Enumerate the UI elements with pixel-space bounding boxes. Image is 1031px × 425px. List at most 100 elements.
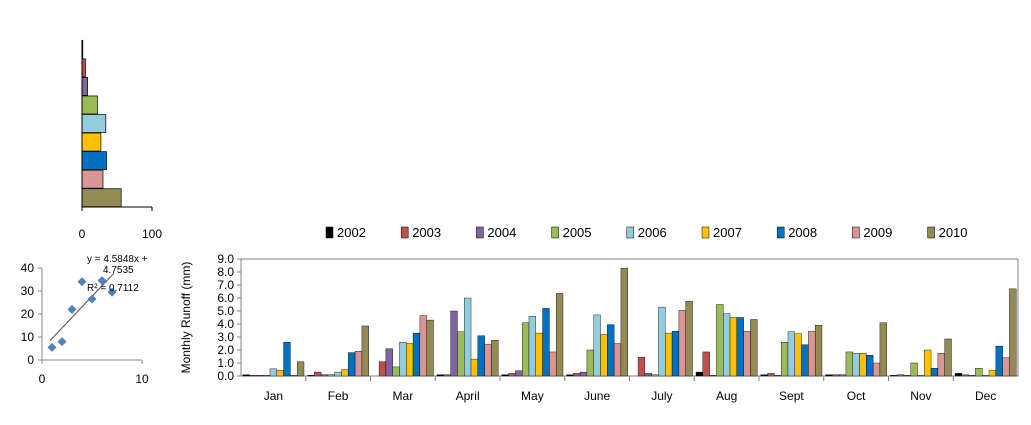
x-tick-label: Mar [393, 389, 414, 403]
x-tick-label: Aug [716, 389, 737, 403]
bar-2007-Sept [794, 333, 802, 377]
bar-2010-April [491, 340, 499, 377]
x-tick-label: June [584, 389, 610, 403]
legend-label: 2006 [638, 225, 667, 240]
bar-2003-Nov [896, 374, 905, 377]
legend-swatch-2010 [927, 226, 935, 239]
bar-2010-Aug [750, 319, 758, 377]
scatter-y-tick-label: 20 [21, 307, 35, 321]
bar-2004-June [579, 371, 588, 377]
bar-2007-Nov [924, 349, 932, 377]
legend-label: 2009 [863, 225, 892, 240]
hbar-5 [81, 132, 102, 152]
bar-2009-April [484, 343, 492, 377]
bar-2008-June [607, 324, 615, 377]
bar-2002-April [436, 374, 445, 377]
bar-2010-Sept [814, 325, 823, 377]
bar-2008-Dec [995, 345, 1003, 377]
y-tick-label: 7.0 [217, 278, 234, 292]
legend-swatch-2003 [400, 226, 409, 239]
bar-2009-Mar [419, 315, 427, 377]
bar-2006-June [593, 314, 601, 377]
x-tick-label: April [456, 389, 480, 403]
bar-2002-June [566, 374, 574, 377]
hbar-x-tick-label: 0 [79, 227, 86, 241]
bar-2004-Feb [320, 374, 329, 377]
bar-2003-July [637, 356, 646, 377]
x-tick-label: Feb [328, 389, 349, 403]
bar-2007-Dec [988, 369, 997, 377]
x-tick-label: Oct [847, 389, 866, 403]
legend-swatch-2002 [325, 226, 334, 239]
bar-2009-Feb [354, 351, 363, 377]
bar-2006-July [658, 306, 666, 377]
bar-2005-Feb [327, 374, 335, 377]
y-tick-label: 1.0 [217, 356, 234, 370]
bar-2005-Aug [716, 304, 724, 377]
legend-swatch-2009 [852, 226, 860, 239]
hbar-3 [81, 95, 98, 115]
x-tick-label: July [651, 389, 672, 403]
scatter-point-5 [97, 276, 107, 286]
scatter-point-0 [47, 342, 57, 352]
bar-2006-Feb [334, 371, 342, 377]
bar-2009-Oct [872, 362, 881, 377]
bar-2004-Sept [774, 375, 782, 377]
bar-2009-July [678, 310, 686, 377]
bar-2006-Dec [982, 375, 990, 377]
bar-2004-May [515, 370, 523, 377]
bar-2008-May [542, 308, 550, 377]
bar-2004-April [450, 310, 458, 377]
bar-2007-June [600, 334, 608, 377]
bar-2005-June [586, 349, 594, 377]
bar-2008-Nov [930, 368, 939, 377]
bar-2005-May [521, 322, 530, 377]
bar-2002-Dec [954, 373, 963, 377]
bar-2008-Sept [801, 344, 809, 377]
bar-2003-April [443, 374, 451, 377]
y-tick-label: 0.0 [217, 369, 234, 383]
y-tick-label: 6.0 [217, 291, 234, 305]
scatter-x-tick-label: 0 [39, 372, 46, 386]
trendline-equation-1: 4.7535 [103, 265, 134, 276]
bar-2004-Nov [903, 375, 911, 377]
legend-label: 2007 [713, 225, 742, 240]
x-tick-label: Sept [779, 389, 804, 403]
trendline-equation-2: R² = 0.7112 [87, 283, 139, 294]
bar-2008-July [671, 330, 680, 377]
scatter-y-tick-label: 10 [21, 330, 35, 344]
bar-2003-Jan [249, 375, 257, 377]
bar-2003-Aug [702, 351, 710, 377]
y-tick-label: 5.0 [217, 304, 234, 318]
legend-label: 2003 [412, 225, 441, 240]
bar-2006-Aug [723, 313, 731, 377]
bar-2004-Mar [385, 348, 393, 377]
bar-2005-Dec [975, 368, 983, 377]
y-tick-label: 9.0 [217, 252, 234, 266]
x-tick-label: Nov [910, 389, 931, 403]
bar-2009-Jan [290, 375, 298, 377]
bar-2008-Feb [348, 352, 356, 377]
bar-2008-Aug [736, 317, 744, 377]
bar-2008-Mar [412, 332, 421, 377]
y-tick-label: 4.0 [217, 317, 234, 331]
bar-2004-Jan [256, 375, 264, 377]
bar-2002-Aug [695, 371, 704, 377]
bar-2002-Nov [890, 375, 898, 377]
x-tick-label: May [521, 389, 544, 403]
bar-2004-Oct [838, 374, 847, 377]
bar-2010-Jan [296, 361, 305, 377]
hbar-6 [81, 151, 107, 170]
trendline [49, 272, 115, 341]
legend-label: 2002 [337, 225, 366, 240]
bar-2007-Feb [341, 369, 349, 377]
scatter-point-1 [57, 337, 67, 347]
bar-2008-Oct [866, 355, 874, 377]
bar-2003-Oct [832, 374, 840, 377]
bar-2003-Dec [961, 374, 969, 377]
scatter-point-4 [87, 294, 97, 304]
scatter-chart: 0 10 20 30 40 0 10 y = 4.5848x +4.7535 R² = 0.71… [21, 254, 149, 386]
bar-2004-Aug [709, 375, 717, 377]
bar-2007-May [535, 332, 543, 377]
bar-2010-Oct [879, 322, 887, 377]
